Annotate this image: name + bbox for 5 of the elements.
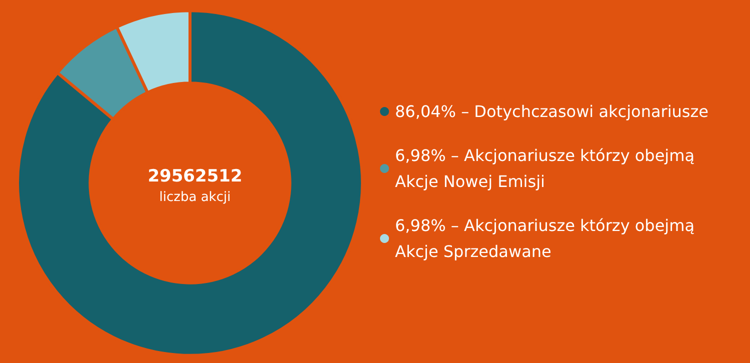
legend-label: 86,04% – Dotychczasowi akcjonariusze	[395, 102, 708, 121]
text: 29562512	[148, 166, 242, 186]
legend-label: 6,98% – Akcjonariusze którzy obejmą Akcje Sprzedawane	[395, 216, 700, 261]
text: liczba akcji	[159, 190, 231, 205]
legend-label: 6,98% – Akcjonariusze którzy obejmą Akcje Nowej Emisji	[395, 146, 700, 191]
